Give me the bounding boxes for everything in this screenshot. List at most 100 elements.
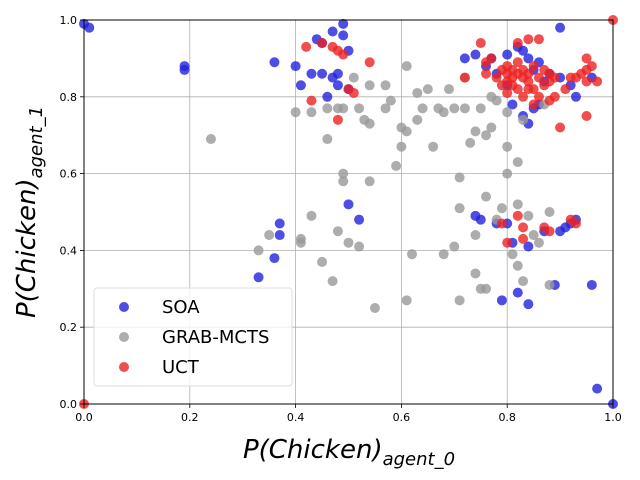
point-grab-mcts (502, 168, 513, 179)
point-uct (523, 68, 534, 79)
point-grab-mcts (354, 103, 365, 114)
legend-marker-soa (119, 302, 129, 312)
point-uct (481, 68, 492, 79)
point-soa (253, 272, 264, 283)
point-uct (518, 233, 529, 244)
point-uct (496, 218, 507, 229)
point-grab-mcts (496, 203, 507, 214)
point-uct (502, 237, 513, 248)
point-grab-mcts (518, 114, 529, 125)
point-grab-mcts (401, 295, 412, 306)
point-grab-mcts (322, 134, 333, 145)
point-grab-mcts (470, 126, 481, 137)
legend-box (93, 287, 293, 387)
point-uct (528, 61, 539, 72)
point-soa (332, 68, 343, 79)
point-grab-mcts (412, 87, 423, 98)
x-tick-label: 0.2 (181, 411, 199, 424)
point-grab-mcts (481, 283, 492, 294)
point-grab-mcts (444, 84, 455, 95)
point-uct (491, 72, 502, 83)
point-grab-mcts (380, 80, 391, 91)
point-grab-mcts (406, 249, 417, 260)
point-grab-mcts (512, 199, 523, 210)
point-uct (581, 111, 592, 121)
point-uct (560, 84, 571, 95)
point-grab-mcts (322, 103, 333, 114)
point-uct (306, 95, 317, 106)
point-soa (459, 53, 470, 64)
x-tick-label: 0.4 (287, 411, 305, 424)
point-uct (486, 53, 497, 64)
point-uct (518, 91, 529, 102)
point-soa (290, 61, 301, 72)
point-grab-mcts (428, 141, 439, 152)
legend-marker-uct (119, 362, 129, 372)
point-uct (549, 91, 560, 102)
legend-label-uct: UCT (162, 357, 200, 378)
point-uct (544, 226, 555, 237)
point-soa (496, 295, 507, 306)
x-tick-label: 0.6 (393, 411, 411, 424)
point-soa (338, 18, 349, 29)
x-axis-label: P(Chicken)agent_0 (243, 435, 455, 470)
point-soa (518, 45, 529, 56)
point-grab-mcts (470, 230, 481, 241)
point-grab-mcts (502, 107, 513, 118)
point-uct (317, 38, 328, 49)
point-grab-mcts (380, 103, 391, 114)
point-grab-mcts (481, 191, 492, 202)
point-soa (274, 218, 285, 229)
point-grab-mcts (253, 245, 264, 256)
point-uct (512, 57, 523, 68)
point-grab-mcts (507, 249, 518, 260)
point-uct (533, 34, 544, 45)
point-soa (84, 22, 95, 33)
legend-label-soa: SOA (162, 297, 200, 318)
point-grab-mcts (438, 249, 449, 260)
point-soa (570, 91, 581, 102)
point-soa (317, 68, 328, 79)
x-tick-label: 0.0 (75, 411, 93, 424)
point-soa (502, 49, 513, 60)
point-grab-mcts (512, 157, 523, 168)
point-uct (533, 91, 544, 102)
point-grab-mcts (290, 107, 301, 118)
point-grab-mcts (544, 279, 555, 290)
point-uct (338, 49, 349, 60)
point-grab-mcts (364, 80, 375, 91)
point-grab-mcts (412, 114, 423, 125)
point-grab-mcts (338, 176, 349, 187)
point-uct (502, 87, 513, 98)
point-soa (592, 383, 603, 394)
point-grab-mcts (401, 126, 412, 137)
y-tick-label: 1.0 (60, 14, 78, 27)
legend-label-grab-mcts: GRAB-MCTS (162, 327, 269, 348)
point-uct (512, 210, 523, 221)
x-tick-label: 0.8 (498, 411, 516, 424)
point-soa (332, 80, 343, 91)
x-tick-label: 1.0 (604, 411, 622, 424)
point-grab-mcts (449, 103, 460, 114)
point-uct (518, 222, 529, 233)
point-grab-mcts (523, 210, 534, 221)
point-soa (523, 53, 534, 64)
point-grab-mcts (338, 168, 349, 179)
series-grab-mcts (205, 61, 555, 313)
point-grab-mcts (465, 137, 476, 148)
point-soa (322, 91, 333, 102)
point-soa (269, 57, 280, 68)
point-grab-mcts (205, 134, 216, 145)
point-grab-mcts (306, 107, 317, 118)
point-grab-mcts (332, 103, 343, 114)
point-grab-mcts (401, 61, 412, 72)
point-grab-mcts (364, 176, 375, 187)
point-grab-mcts (306, 210, 317, 221)
y-tick-label: 0.8 (60, 91, 78, 104)
point-soa (555, 22, 566, 33)
point-grab-mcts (533, 237, 544, 248)
point-grab-mcts (449, 241, 460, 252)
y-tick-label: 0.0 (60, 398, 78, 411)
point-grab-mcts (502, 141, 513, 152)
